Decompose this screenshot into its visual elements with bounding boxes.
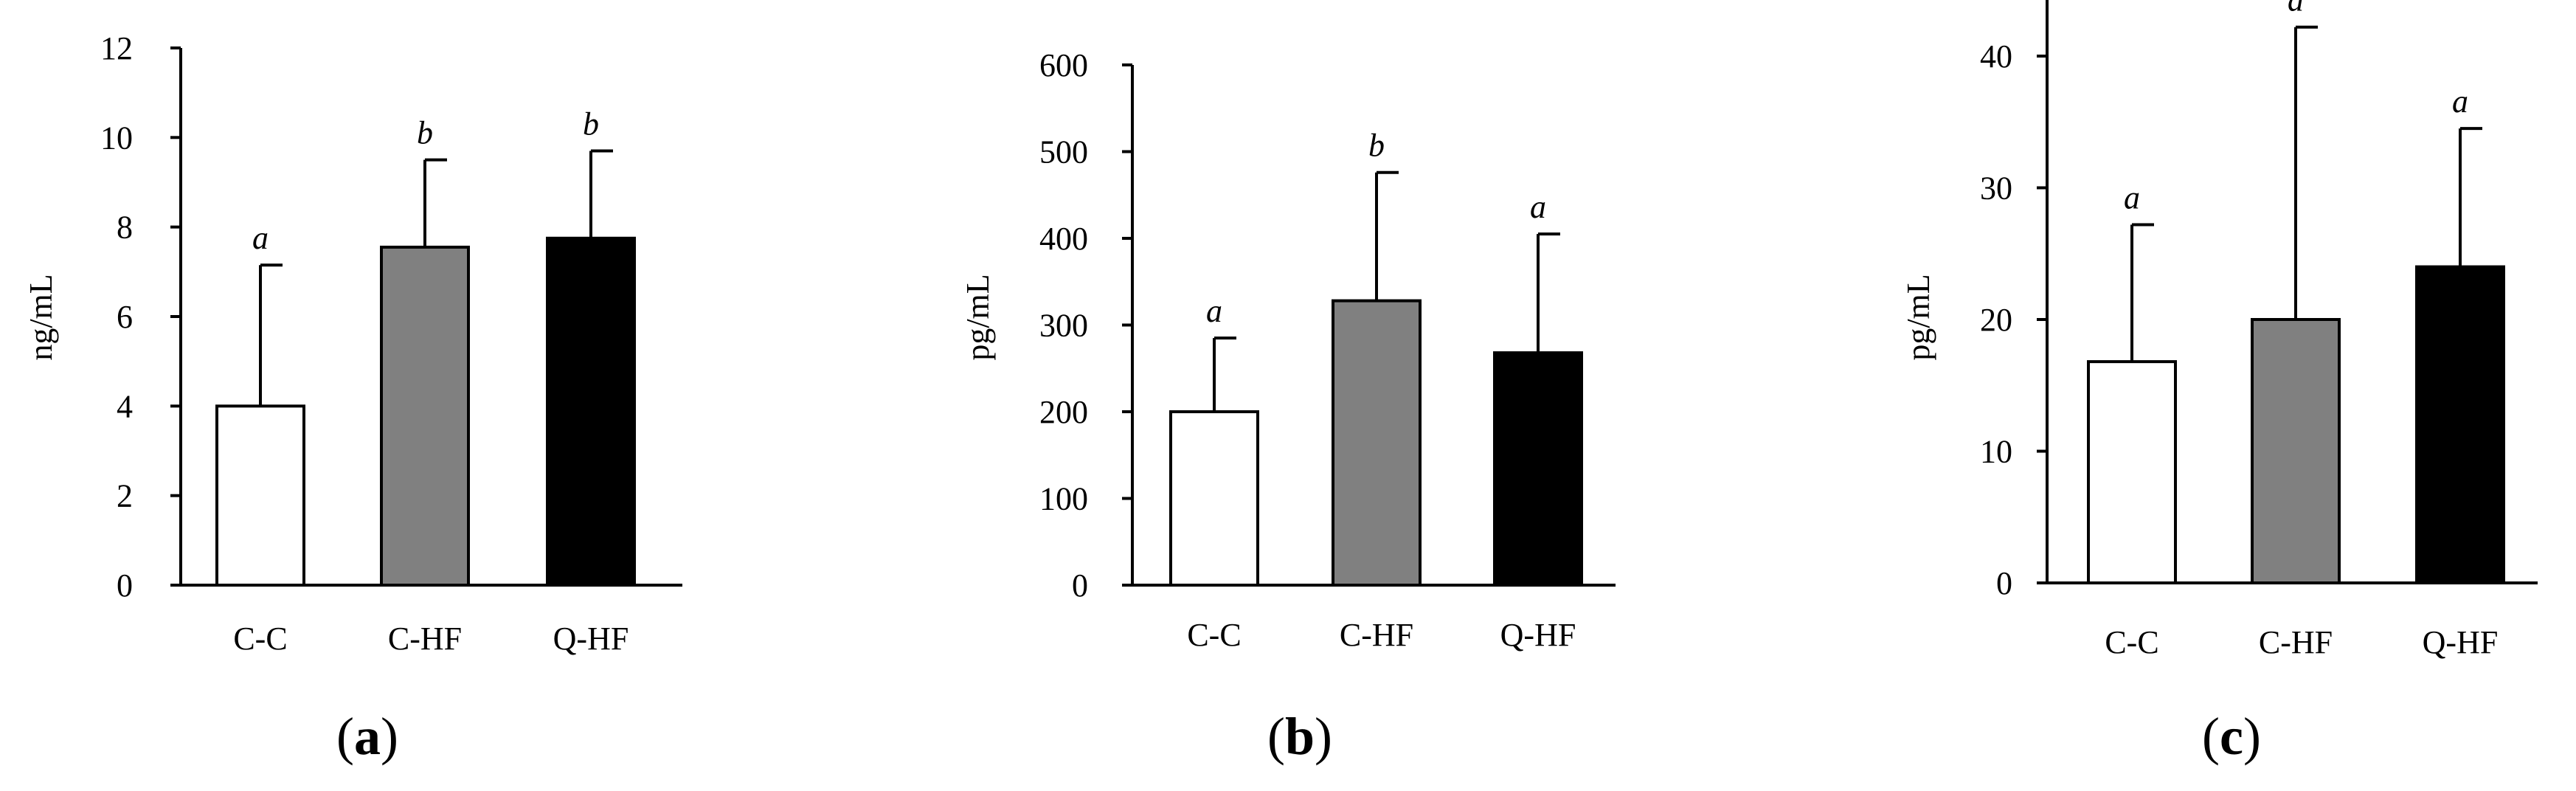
significance-letter: a	[2452, 83, 2468, 120]
y-tick-label: 10	[100, 120, 133, 156]
significance-letter: a	[252, 220, 269, 256]
category-label: C-C	[233, 621, 287, 657]
bar-c-c	[1169, 410, 1259, 587]
significance-letter: b	[1368, 128, 1385, 164]
y-tick-label: 400	[1039, 221, 1088, 257]
bar-c-hf	[2251, 318, 2341, 584]
y-tick-label: 2	[117, 478, 133, 514]
y-axis-label: pg/mL	[1900, 274, 1936, 360]
y-tick-label: 30	[1980, 170, 2012, 207]
y-tick-label: 8	[117, 210, 133, 246]
chart-panel-c: 0 10 20 30 40 pg/mL a C-C a C-HF a Q-HF (c)	[1900, 0, 2538, 766]
y-axis-label: pg/mL	[960, 274, 996, 360]
significance-letter: a	[1206, 293, 1222, 329]
bar-c-c	[2087, 360, 2177, 584]
category-label: C-HF	[388, 621, 462, 657]
category-label: C-HF	[2259, 624, 2333, 660]
y-tick-label: 6	[117, 299, 133, 335]
y-tick-label: 4	[117, 388, 133, 424]
significance-letter: a	[2124, 179, 2140, 215]
significance-letter: a	[1530, 189, 1546, 225]
chart-panel-a: 0 2 4 6 8 10 12 ng/mL a C-C b C-HF b Q-HF (a)	[23, 30, 682, 766]
bar-c-c	[215, 404, 305, 587]
y-tick-label: 20	[1980, 302, 2012, 338]
y-axis-label: ng/mL	[23, 274, 59, 360]
significance-letter: b	[417, 115, 433, 151]
chart-panel-b: 0 100 200 300 400 500 600 pg/mL a C-C b C-HF a Q-HF (b…	[960, 47, 1616, 766]
y-tick-label: 500	[1039, 134, 1088, 170]
y-tick-label: 0	[1996, 565, 2012, 601]
category-label: Q-HF	[553, 621, 629, 657]
category-label: C-C	[2105, 624, 2158, 660]
panel-label: (a)	[336, 707, 398, 766]
category-label: Q-HF	[2423, 624, 2499, 660]
y-tick-label: 10	[1980, 434, 2012, 470]
y-tick-label: 600	[1039, 47, 1088, 83]
y-tick-label: 100	[1039, 481, 1088, 517]
panel-label: (b)	[1267, 707, 1332, 766]
bar-q-hf	[546, 236, 636, 587]
bar-c-hf	[1332, 299, 1422, 587]
category-label: C-C	[1187, 617, 1241, 653]
y-tick-label: 200	[1039, 394, 1088, 430]
bar-c-hf	[380, 245, 470, 587]
significance-letter: b	[583, 106, 599, 142]
y-tick-label: 12	[100, 30, 133, 66]
bar-q-hf	[1493, 351, 1583, 587]
bar-q-hf	[2415, 265, 2505, 584]
panel-label: (c)	[2202, 707, 2261, 766]
significance-letter: a	[2288, 0, 2304, 18]
category-label: Q-HF	[1500, 617, 1576, 653]
y-tick-label: 0	[1072, 567, 1088, 604]
category-label: C-HF	[1340, 617, 1413, 653]
y-tick-label: 0	[117, 567, 133, 604]
y-tick-label: 40	[1980, 38, 2012, 75]
y-tick-label: 300	[1039, 308, 1088, 344]
